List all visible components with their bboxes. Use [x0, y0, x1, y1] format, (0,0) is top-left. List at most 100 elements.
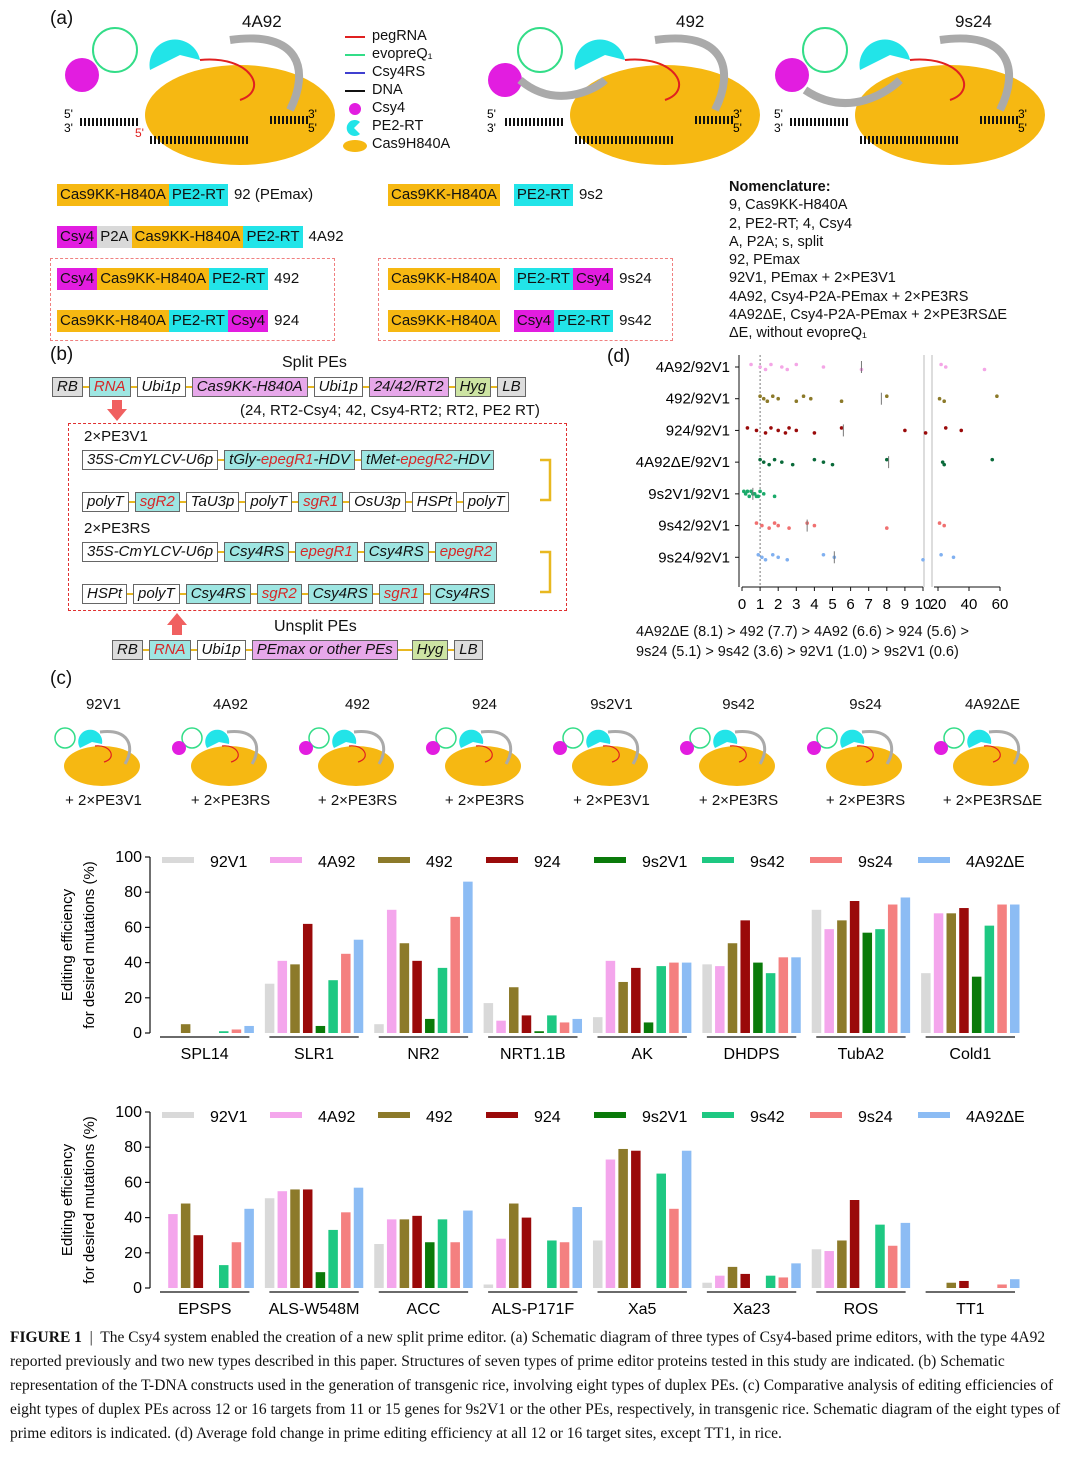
- bar: [425, 1242, 435, 1288]
- bar: [559, 1022, 570, 1033]
- data-point: [808, 396, 813, 401]
- bar: [791, 957, 801, 1033]
- x-tick-label: 9: [901, 596, 909, 613]
- data-point: [821, 552, 826, 557]
- bar: [425, 1018, 435, 1033]
- data-point: [982, 367, 987, 372]
- data-point: [749, 489, 753, 494]
- legend-swatch: [162, 1112, 194, 1118]
- structure-label: 9s2: [578, 186, 604, 203]
- x-tick-label: SPL14: [181, 1046, 229, 1063]
- caption-label: FIGURE 1: [10, 1329, 82, 1346]
- part-promoter: 35S-CmYLCV-U6p: [82, 450, 219, 470]
- split-note: (24, RT2-Csy4; 42, Csy4-RT2; RT2, PE2 RT…: [240, 402, 540, 419]
- data-point: [885, 526, 889, 530]
- bar: [715, 1275, 725, 1288]
- structure-label: 9s42: [619, 312, 652, 329]
- pe-schematic: 9s42 + 2×PE3RS: [675, 694, 802, 814]
- row-label: 9s42/92V1: [658, 518, 730, 535]
- seg-csy4: Csy4: [57, 226, 98, 248]
- data-point: [742, 489, 746, 494]
- schematic-title-9s24: 9s24: [955, 12, 992, 31]
- bar: [681, 962, 692, 1033]
- pe-icon: [553, 727, 648, 786]
- part-terminator: polyT: [82, 492, 129, 512]
- data-point: [959, 428, 964, 433]
- pe-icon: [934, 727, 1029, 786]
- data-point: [885, 394, 889, 399]
- nomenclature-line: 92, PEmax: [729, 252, 800, 269]
- schematic-legend: [343, 36, 367, 152]
- bar: [900, 897, 911, 1033]
- data-point: [942, 523, 946, 528]
- bar: [521, 1015, 532, 1033]
- x-tick-label: Cold1: [949, 1046, 991, 1063]
- structure-label: 92 (PEmax): [233, 186, 314, 203]
- nomenclature-line: ΔE, without evopreQ₁: [729, 325, 867, 342]
- row-label: 924/92V1: [666, 422, 730, 439]
- y-tick-label: 60: [124, 1174, 142, 1191]
- bar: [353, 939, 364, 1033]
- x-tick-label: Xa23: [733, 1301, 770, 1318]
- seg-csy4: Csy4: [227, 310, 269, 332]
- legend-label: 92V1: [210, 1109, 247, 1126]
- bar: [791, 1263, 801, 1288]
- bar: [412, 960, 422, 1033]
- bar: [984, 925, 995, 1033]
- fold-change-ranking: 4A92ΔE (8.1) > 492 (7.7) > 4A92 (6.6) > …: [636, 622, 969, 662]
- part-terminator: polyT: [462, 492, 510, 512]
- svg-text:3': 3': [487, 121, 496, 135]
- y-tick-label: 100: [115, 1104, 142, 1121]
- legend-label: 9s2V1: [642, 1109, 687, 1126]
- bar: [778, 957, 789, 1033]
- bar: [765, 1275, 776, 1288]
- bar: [450, 916, 460, 1033]
- bar: [971, 976, 982, 1033]
- data-point: [769, 362, 773, 367]
- unsplit-title: Unsplit PEs: [274, 618, 357, 635]
- svg-text:5': 5': [308, 121, 317, 135]
- part-lb: LB: [454, 640, 483, 660]
- legend-item: pegRNA: [372, 28, 427, 44]
- data-point: [794, 428, 799, 433]
- x-tick-label: 2: [774, 596, 782, 613]
- legend-swatch: [270, 857, 302, 863]
- bar: [218, 1031, 229, 1033]
- data-point: [760, 523, 764, 528]
- data-point: [821, 460, 826, 464]
- svg-text:5': 5': [135, 126, 144, 140]
- bar: [509, 1203, 519, 1288]
- legend-swatch: [702, 857, 734, 863]
- legend-label: 492: [426, 1109, 453, 1126]
- data-point: [990, 457, 995, 462]
- pe-name: 924: [471, 696, 498, 713]
- data-point: [754, 494, 759, 499]
- legend-label: 9s24: [858, 1109, 893, 1126]
- y-tick-label: 20: [124, 990, 142, 1007]
- bar: [509, 987, 519, 1033]
- structure-9s42: Cas9KK-H840A Csy4 PE2-RT 9s42: [388, 310, 658, 332]
- bar: [437, 1219, 448, 1288]
- y-tick-label: 80: [124, 884, 142, 901]
- data-point: [787, 426, 791, 430]
- y-tick-label: 40: [124, 955, 142, 972]
- bar: [463, 881, 473, 1033]
- data-point: [756, 552, 761, 557]
- bar: [559, 1242, 570, 1288]
- bar: [887, 904, 898, 1033]
- y-tick-label: 20: [124, 1245, 142, 1262]
- bar: [463, 1210, 473, 1288]
- bar: [618, 981, 628, 1033]
- legend-label: 924: [534, 1109, 561, 1126]
- schematic-title-492: 492: [676, 12, 705, 31]
- pe3v1-title: 2×PE3V1: [84, 428, 148, 445]
- y-tick-label: 0: [133, 1280, 142, 1297]
- pe-schematic: 4A92ΔE + 2×PE3RSΔE: [929, 694, 1056, 814]
- x-tick-label: ROS: [844, 1301, 879, 1318]
- legend-label: 9s24: [858, 854, 893, 871]
- pe-schematic: 4A92 + 2×PE3RS: [167, 694, 294, 814]
- legend-label: 4A92: [318, 854, 355, 871]
- bar: [547, 1240, 557, 1288]
- bar: [862, 932, 873, 1033]
- legend-label: 92V1: [210, 854, 247, 871]
